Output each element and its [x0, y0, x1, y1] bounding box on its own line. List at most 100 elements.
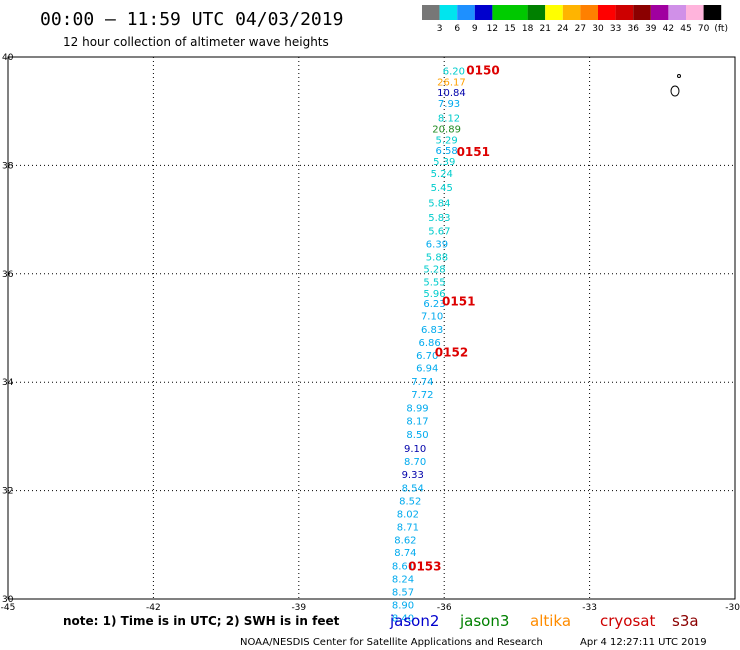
pass-time-label: 0153 [408, 559, 441, 573]
wave-height-label: 9.10 [404, 444, 426, 455]
wave-height-label: 8.54 [402, 483, 424, 494]
legend-label: 45 [680, 24, 691, 34]
legend-swatch [633, 5, 651, 20]
island-marker [670, 74, 681, 97]
color-scale-legend: 3 6 9 12 15 18 21 24 27 30 33 36 39 42 45 70 (ft) [422, 5, 728, 34]
legend-label: 39 [645, 24, 657, 34]
satellite-name: altika [530, 612, 571, 630]
satellite-legend: jason2 jason3 altika cryosat s3a [389, 612, 699, 630]
y-tick-label: 36 [2, 270, 14, 280]
y-tick-label: 38 [2, 161, 14, 171]
wave-height-label: 5.28 [423, 264, 445, 275]
legend-label: 27 [575, 24, 586, 34]
wave-height-label: 7.10 [421, 312, 443, 323]
legend-swatch [439, 5, 458, 20]
wave-height-label: 5.39 [433, 157, 455, 168]
legend-label: 9 [472, 24, 478, 34]
wave-height-label: 8.17 [406, 417, 428, 428]
wave-height-label: 8.57 [392, 587, 414, 598]
x-tick-label: -33 [582, 603, 597, 613]
pass-time-labels: 0150 0151 0151 0152 0153 [408, 64, 500, 574]
wave-height-label: 20.89 [432, 125, 461, 136]
legend-label: 12 [487, 24, 498, 34]
wave-height-label: 6.83 [421, 325, 443, 336]
legend-label: 42 [663, 24, 674, 34]
wave-height-label: 8.74 [394, 548, 416, 559]
pass-time-label: 0151 [442, 294, 475, 308]
legend-swatch [668, 5, 686, 20]
wave-height-label: 5.96 [423, 289, 445, 300]
plot-grid [8, 57, 735, 599]
legend-swatch [510, 5, 528, 20]
footer-credit: NOAA/NESDIS Center for Satellite Applica… [240, 637, 543, 648]
wave-height-label: 5.67 [428, 226, 450, 237]
wave-height-label: 8.02 [397, 509, 419, 520]
x-tick-label: -45 [1, 603, 16, 613]
wave-height-label: 5.29 [435, 135, 457, 146]
legend-swatch [545, 5, 563, 20]
wave-height-label: 8.50 [406, 430, 428, 441]
wave-height-label: 8.24 [392, 574, 414, 585]
wave-height-label: 7.93 [438, 99, 460, 110]
legend-label: 6 [454, 24, 460, 34]
satellite-name: jason2 [389, 612, 439, 630]
wave-height-label: 5.88 [426, 252, 448, 263]
wave-height-label: 5.83 [428, 213, 450, 224]
wave-height-label: 26.17 [437, 77, 466, 88]
x-tick-label: -39 [291, 603, 306, 613]
wave-height-label: 8.62 [394, 535, 416, 546]
chart-subtitle: 12 hour collection of altimeter wave hei… [63, 35, 329, 49]
pass-time-label: 0150 [466, 64, 499, 78]
wave-height-label: 8.70 [404, 457, 426, 468]
wave-height-label: 9.33 [402, 470, 424, 481]
legend-swatch [686, 5, 704, 20]
satellite-name: s3a [672, 612, 699, 630]
legend-swatch [492, 5, 510, 20]
legend-label: 21 [539, 24, 550, 34]
legend-label: (ft) [714, 24, 728, 34]
wave-height-label: 8.71 [397, 522, 419, 533]
y-tick-label: 32 [2, 487, 13, 497]
legend-label: 33 [610, 24, 621, 34]
wave-height-label: 6.58 [435, 146, 457, 157]
y-tick-label: 40 [2, 53, 14, 63]
wave-height-label: 5.45 [431, 183, 453, 194]
wave-height-label: 6.94 [416, 364, 438, 375]
legend-label: 18 [522, 24, 534, 34]
legend-swatch [703, 5, 722, 20]
wave-height-label: 6.39 [426, 239, 448, 250]
wave-height-label: 7.74 [411, 377, 433, 388]
legend-swatch [562, 5, 581, 20]
legend-label: 24 [557, 24, 569, 34]
legend-swatch [650, 5, 669, 20]
legend-swatch [580, 5, 598, 20]
x-tick-label: -42 [146, 603, 161, 613]
wave-height-label: 6.70 [416, 351, 438, 362]
legend-swatch [615, 5, 634, 20]
y-tick-label: 30 [2, 595, 14, 605]
chart-title: 00:00 – 11:59 UTC 04/03/2019 [40, 9, 343, 30]
wave-height-label: 10.84 [437, 88, 466, 99]
wave-height-label: 8.12 [438, 114, 460, 125]
wave-height-label: 8.40 [392, 613, 414, 624]
footer-timestamp: Apr 4 12:27:11 UTC 2019 [580, 637, 707, 648]
wave-height-label: 6.23 [423, 299, 445, 310]
pass-time-label: 0152 [435, 345, 468, 359]
satellite-name: cryosat [600, 612, 655, 630]
note-text: note: 1) Time is in UTC; 2) SWH is in fe… [63, 614, 340, 628]
wave-height-labels: 6.2026.1710.847.938.1220.895.296.585.395… [392, 67, 466, 625]
legend-label: 3 [437, 24, 443, 34]
wave-height-label: 6.86 [419, 338, 441, 349]
wave-height-label: 7.72 [411, 390, 433, 401]
wave-height-label: 8.90 [392, 600, 414, 611]
wave-height-label: 8.99 [406, 404, 428, 415]
wave-height-label: 6.20 [443, 67, 465, 78]
wave-height-label: 8.52 [399, 496, 421, 507]
wave-height-label: 5.24 [431, 169, 453, 180]
legend-label: 36 [627, 24, 639, 34]
wave-height-label: 5.84 [428, 198, 450, 209]
legend-swatch [527, 5, 546, 20]
satellite-name: jason3 [459, 612, 509, 630]
legend-swatch [422, 5, 440, 20]
